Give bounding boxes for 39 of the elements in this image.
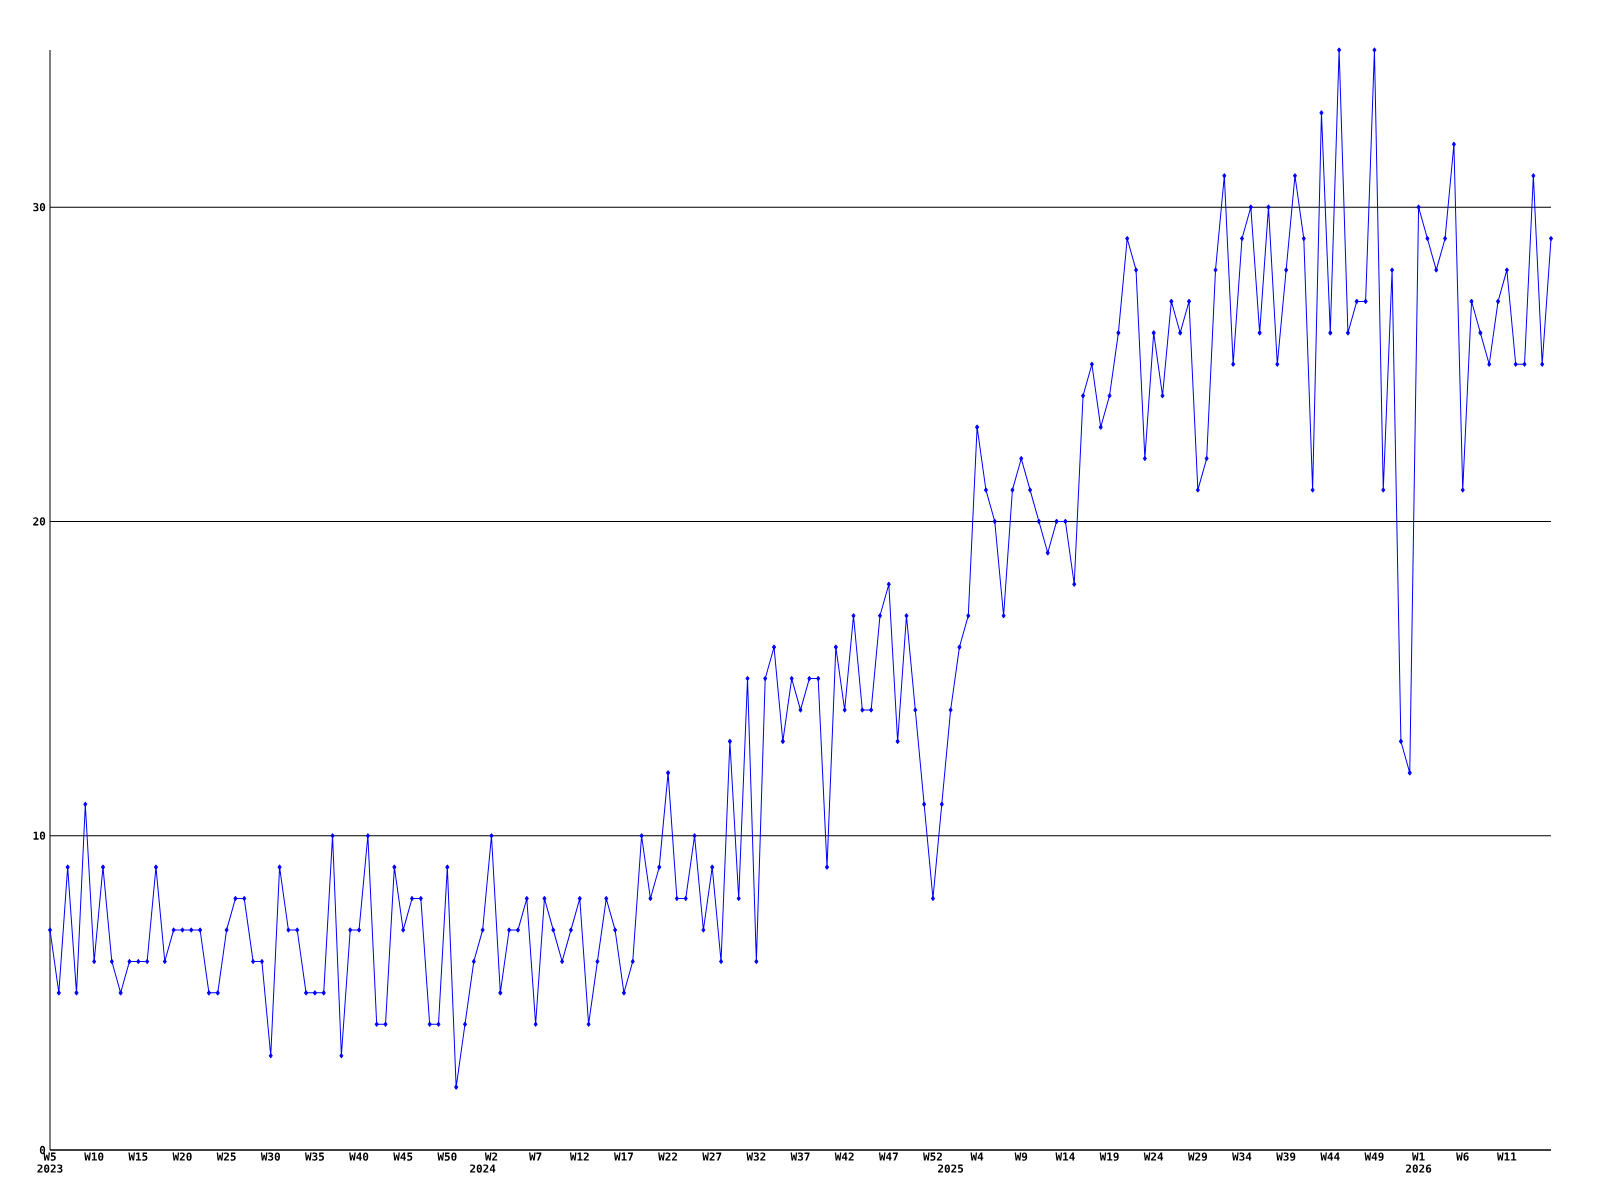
x-tick-label: W15 [128,1152,148,1161]
x-tick-label: W11 [1496,1152,1517,1161]
x-tick-label: W6 [1456,1152,1469,1161]
y-tick-label: 0 [39,1145,46,1155]
x-tick-label: W39 [1276,1152,1296,1161]
x-tick-label: W30 [260,1152,280,1161]
x-tick-label: W1 2026 [1405,1152,1432,1173]
x-tick-label: W17 [614,1152,633,1161]
y-tick-label: 20 [33,517,46,526]
x-tick-label: W44 [1320,1152,1340,1161]
x-tick-label: W45 [393,1152,413,1161]
y-tick-label: 10 [33,831,46,840]
x-tick-label: W22 [658,1152,678,1161]
x-tick-label: W49 [1364,1152,1384,1161]
x-tick-label: W52 [923,1152,942,1161]
x-tick-label: W29 [1187,1152,1208,1161]
x-tick-label: W10 [84,1152,104,1161]
x-tick-label: W4 [970,1152,984,1161]
x-tick-label: 2025 [938,1164,964,1173]
x-tick-label: W19 [1099,1152,1119,1161]
x-tick-label: W14 [1055,1152,1075,1161]
y-tick-label: 30 [33,203,46,212]
x-tick-label: W20 [172,1152,192,1161]
x-tick-label: W24 [1143,1152,1164,1161]
x-tick-label: W12 [569,1152,589,1161]
x-tick-label: W25 [216,1152,236,1161]
x-tick-label: W42 [834,1152,854,1161]
x-tick-label: W47 [878,1152,898,1161]
x-tick-label: W34 [1232,1152,1252,1161]
x-tick-label: W2 [484,1152,498,1161]
x-tick-label: W27 [702,1152,722,1161]
x-tick-label: W40 [349,1152,369,1161]
x-tick-label: W7 [529,1152,542,1161]
x-tick-label: W50 [437,1152,457,1161]
x-tick-label: W35 [304,1152,325,1161]
x-tick-label: W37 [790,1152,810,1161]
x-tick-label: 2024 [470,1164,496,1173]
x-tick-label: W9 [1014,1152,1028,1161]
x-tick-label: W32 [746,1152,766,1161]
